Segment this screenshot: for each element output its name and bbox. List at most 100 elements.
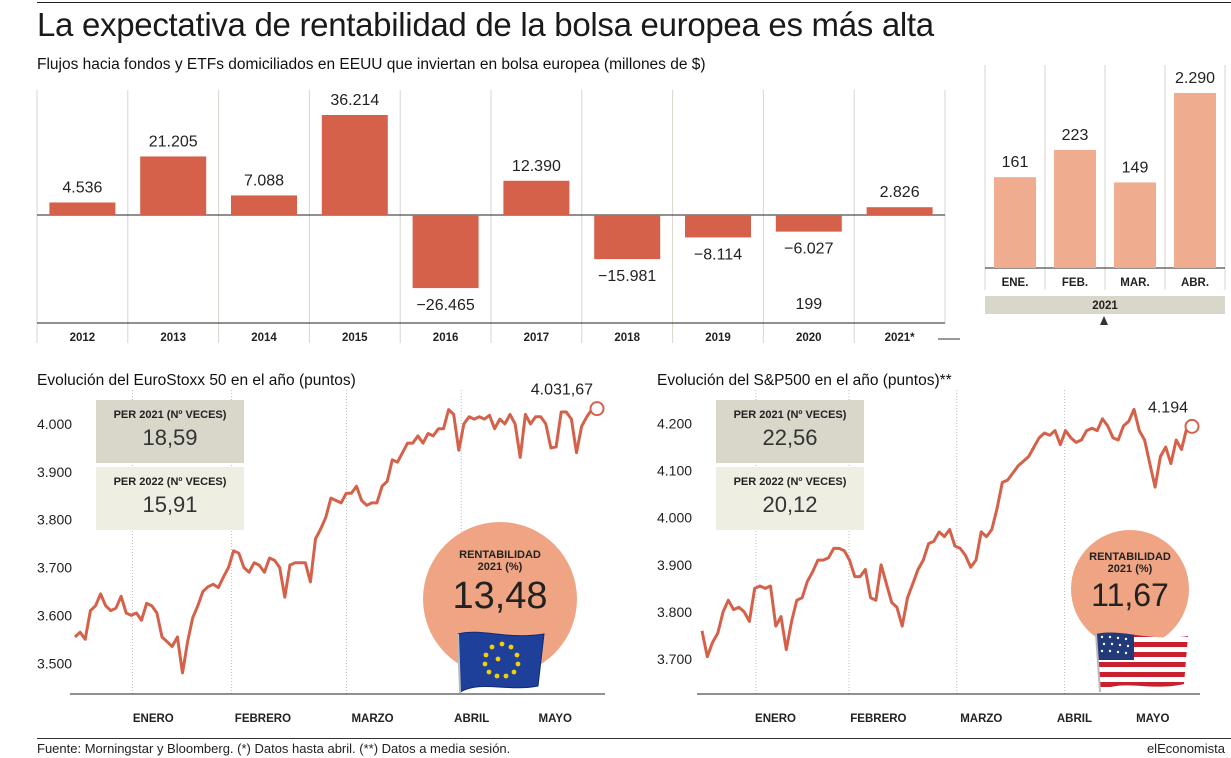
last-value-label: 4.031,67	[531, 382, 593, 399]
eu-flag-icon	[457, 631, 545, 693]
bar-value-label: −6.027	[784, 241, 833, 258]
y-tick-label: 4.000	[37, 416, 72, 432]
bar-value-label: 21.205	[149, 133, 198, 150]
y-tick-label: 3.800	[657, 604, 692, 620]
bar-value-label: 12.390	[512, 158, 561, 175]
category-label: ABR.	[1181, 277, 1209, 289]
month-label: MAYO	[539, 713, 572, 725]
series-line	[700, 407, 1193, 659]
sp500-line-chart: 3.700 3.800 3.900 4.000 4.100 4.200 ENERO FEBRE…	[657, 390, 1200, 725]
y-tick-label: 3.800	[37, 512, 72, 528]
bar-value-label: 2.826	[880, 184, 920, 201]
category-label: MAR.	[1120, 277, 1149, 289]
bar-2019	[685, 215, 751, 238]
per2021-label: PER 2021 (Nº VECES)	[733, 409, 847, 421]
bar-2020	[775, 215, 842, 232]
category-label: 2015	[342, 332, 368, 344]
connector-arrow-line	[938, 338, 960, 340]
y-tick-label: 3.700	[657, 651, 692, 667]
bar-2014	[231, 195, 297, 215]
y-tick-label: 3.900	[657, 557, 692, 573]
last-value-label: 4.194	[1148, 399, 1188, 416]
bar-2018	[594, 215, 661, 260]
us-flag-icon	[1095, 632, 1188, 693]
monthly-2021-bar-chart: 161 ENE. 223 FEB. 149 MAR. 2.290 ABR. 2021	[984, 65, 1226, 325]
month-label: ABRIL	[454, 713, 489, 725]
category-label: 2014	[251, 332, 277, 344]
bar-value-label: 7.088	[244, 172, 284, 189]
source-note: Fuente: Morningstar y Bloomberg. (*) Dat…	[37, 741, 511, 756]
bar-FEB.	[1054, 149, 1096, 268]
sp500-return-text: RENTABILIDAD 2021 (%) 11,67	[1071, 551, 1189, 614]
eurostoxx-per2021-box: PER 2021 (Nº VECES) 18,59	[96, 400, 244, 463]
last-value-marker	[589, 401, 605, 417]
page-title: La expectativa de rentabilidad de la bol…	[37, 6, 934, 43]
return-label: RENTABILIDAD	[459, 549, 541, 561]
return-year-label: 2021 (%)	[477, 561, 523, 573]
category-label: 2016	[433, 332, 459, 344]
per2021-label: PER 2021 (Nº VECES)	[113, 409, 227, 421]
bar-2017	[503, 180, 570, 215]
y-tick-label: 3.900	[37, 464, 72, 480]
month-label: FEBRERO	[235, 713, 291, 725]
y-tick-label: 4.200	[657, 416, 692, 432]
category-label: 2020	[796, 332, 822, 344]
bar-ABR.	[1174, 93, 1216, 268]
bar-2012	[49, 202, 116, 215]
connector-arrow-head	[1100, 316, 1108, 325]
bar-value-label: 4.536	[62, 179, 102, 196]
y-tick-label: 3.700	[37, 560, 72, 576]
month-label: ENERO	[755, 713, 796, 725]
year-band-label: 2021	[1092, 300, 1118, 312]
bar-2013	[140, 156, 207, 215]
y-tick-label: 4.100	[657, 463, 692, 479]
eurostoxx-chart-title: Evolución del EuroStoxx 50 en el año (pu…	[37, 372, 356, 389]
category-label: 2013	[160, 332, 186, 344]
month-label: ABRIL	[1057, 713, 1092, 725]
sp500-per2022-box: PER 2022 (Nº VECES) 20,12	[716, 467, 864, 530]
category-label: 2019	[705, 332, 731, 344]
category-label: ENE.	[1002, 277, 1029, 289]
bar-value-label: 223	[1062, 127, 1089, 144]
category-label: 2017	[524, 332, 550, 344]
category-label: 2021*	[885, 332, 916, 344]
page-subtitle: Flujos hacia fondos y ETFs domiciliados …	[37, 56, 706, 73]
category-label: 2018	[614, 332, 640, 344]
bar-value-label: −8.114	[694, 246, 742, 263]
return-label: RENTABILIDAD	[1089, 551, 1171, 563]
bar-2021*	[866, 207, 933, 215]
per2022-label: PER 2022 (Nº VECES)	[733, 476, 847, 488]
sp500-chart-title: Evolución del S&P500 en el año (puntos)*…	[657, 372, 952, 389]
eurostoxx-return-text: RENTABILIDAD 2021 (%) 13,48	[423, 549, 577, 618]
y-tick-label: 4.000	[657, 510, 692, 526]
brand-label: elEconomista	[1146, 741, 1225, 756]
month-label: MAYO	[1136, 713, 1169, 725]
return-value: 13,48	[452, 575, 548, 617]
bar-value-label: 149	[1122, 159, 1149, 176]
eurostoxx-line-chart: 3.500 3.600 3.700 3.800 3.900 4.000 ENERO FEBRE…	[37, 382, 605, 725]
bar-ENE.	[994, 177, 1036, 268]
bar-value-label: 2.290	[1175, 70, 1215, 87]
return-year-label: 2021 (%)	[1107, 563, 1153, 575]
sp500-return-circle	[1071, 530, 1189, 648]
bar-value-label: −15.981	[598, 268, 656, 285]
bar-value-label: −26.465	[416, 297, 474, 314]
bar-value-label: 36.214	[330, 92, 379, 109]
series-line	[73, 407, 598, 675]
per2022-label: PER 2022 (Nº VECES)	[113, 476, 227, 488]
eurostoxx-per2022-box: PER 2022 (Nº VECES) 15,91	[96, 467, 244, 530]
y-tick-label: 3.600	[37, 607, 72, 623]
return-value: 11,67	[1091, 577, 1169, 613]
month-label: ENERO	[133, 713, 174, 725]
top-rule	[37, 2, 1231, 3]
bar-MAR.	[1114, 182, 1156, 268]
y-tick-label: 3.500	[37, 655, 72, 671]
extra-annotation-label: 199	[795, 296, 822, 313]
per2021-value: 18,59	[142, 425, 198, 450]
bottom-rule	[37, 738, 1231, 739]
per2021-value: 22,56	[762, 425, 818, 450]
month-label: FEBRERO	[850, 713, 906, 725]
category-label: 2012	[70, 332, 96, 344]
month-label: MARZO	[960, 713, 1002, 725]
year-band	[985, 296, 1225, 314]
